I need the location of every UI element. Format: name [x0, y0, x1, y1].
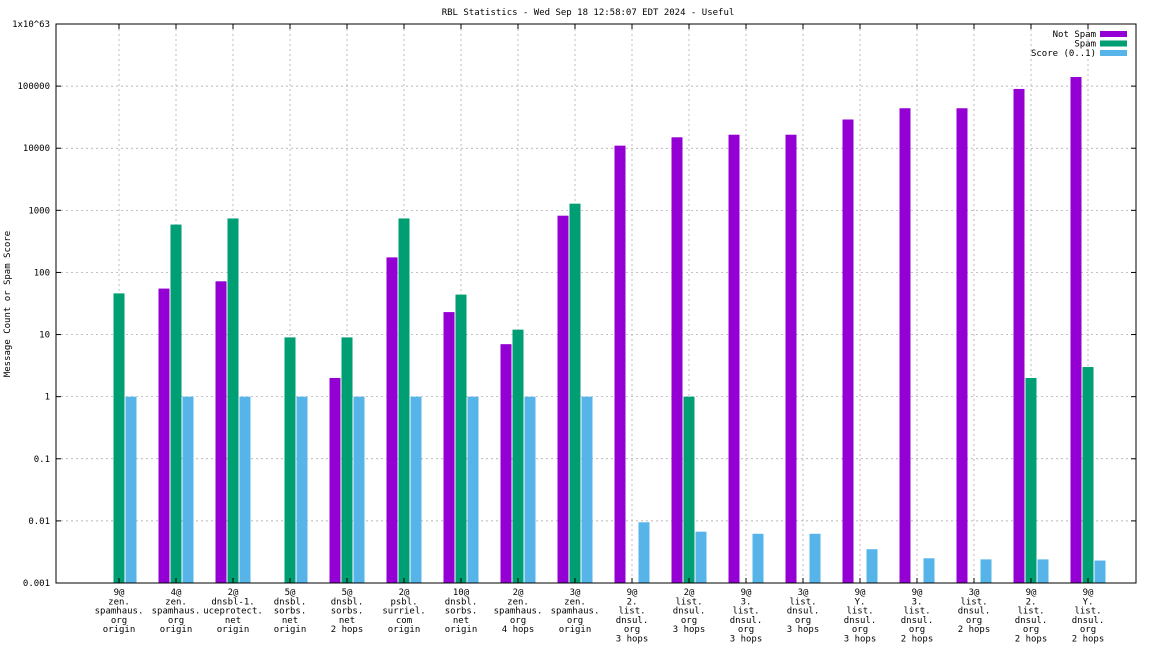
x-tick-label: 3@ list. dnsul. org 2 hops: [958, 588, 991, 635]
bar-not-spam: [1013, 88, 1025, 584]
legend-swatch: [1100, 40, 1127, 47]
bar-spam: [683, 396, 695, 583]
legend-label: Score (0..1): [1031, 49, 1096, 59]
bar-score-0-1: [638, 522, 650, 583]
bar-not-spam: [557, 215, 569, 583]
x-tick-label: 9@ 3. list. dnsul. org 2 hops: [901, 588, 934, 645]
bar-spam: [512, 329, 524, 583]
bar-score-0-1: [353, 396, 365, 583]
x-tick-label: 9@ Y. list. dnsul. org 2 hops: [1072, 588, 1105, 645]
bar-spam: [455, 294, 467, 583]
bar-not-spam: [785, 134, 797, 583]
bar-spam: [398, 218, 410, 583]
bar-score-0-1: [182, 396, 194, 583]
y-tick-label: 10000: [23, 144, 50, 154]
bar-score-0-1: [980, 559, 992, 583]
x-tick-label: 2@ psbl. surriel. com origin: [382, 588, 425, 635]
bar-not-spam: [728, 134, 740, 583]
bar-not-spam: [215, 281, 227, 583]
bar-score-0-1: [1094, 560, 1106, 583]
bar-score-0-1: [410, 396, 422, 583]
bar-not-spam: [158, 288, 170, 583]
x-tick-label: 3@ list. dnsul. org 3 hops: [787, 588, 820, 635]
bar-score-0-1: [581, 396, 593, 583]
bar-spam: [1082, 367, 1094, 583]
bar-score-0-1: [239, 396, 251, 583]
bar-not-spam: [671, 137, 683, 583]
legend-label: Spam: [1074, 40, 1096, 50]
bars: [113, 77, 1106, 584]
bar-spam: [284, 337, 296, 583]
bar-spam: [1025, 377, 1037, 583]
x-tick-label: 9@ zen. spamhaus. org origin: [95, 588, 144, 635]
legend-swatch: [1100, 31, 1127, 37]
bar-not-spam: [443, 312, 455, 583]
bar-spam: [341, 337, 353, 583]
bar-score-0-1: [866, 549, 878, 583]
bar-not-spam: [614, 145, 626, 583]
bar-score-0-1: [296, 396, 308, 583]
bar-score-0-1: [1037, 559, 1049, 583]
bar-not-spam: [956, 108, 968, 584]
x-tick-label: 9@ 2. list. dnsul. org 2 hops: [1015, 588, 1048, 645]
bar-spam: [170, 224, 182, 583]
y-tick-labels: 0.001 0.01 0.1 1 10 100 1000 10000 100000 1x10^63: [12, 20, 1136, 589]
bar-score-0-1: [809, 533, 821, 583]
bar-score-0-1: [125, 396, 137, 583]
chart-title: RBL Statistics - Wed Sep 18 12:58:07 EDT…: [442, 8, 735, 18]
plot-border: [55, 23, 1137, 584]
y-tick-label: 100: [34, 268, 50, 278]
bar-spam: [227, 218, 239, 583]
x-tick-label: 9@ Y. list. dnsul. org 3 hops: [844, 588, 877, 645]
bar-not-spam: [842, 119, 854, 583]
x-tick-label: 3@ zen. spamhaus. org origin: [551, 588, 600, 635]
x-tick-label: 5@ dnsbl. sorbs. net 2 hops: [331, 588, 364, 635]
bar-score-0-1: [467, 396, 479, 583]
x-tick-label: 2@ zen. spamhaus. org 4 hops: [494, 588, 543, 635]
bar-score-0-1: [524, 396, 536, 583]
x-tick-label: 9@ 2. list. dnsul. org 3 hops: [616, 588, 649, 645]
bar-score-0-1: [752, 533, 764, 583]
y-tick-label: 1: [45, 393, 50, 403]
bar-spam: [569, 203, 581, 583]
legend-label: Not Spam: [1053, 30, 1096, 40]
y-tick-label: 0.1: [34, 455, 50, 465]
bar-not-spam: [329, 377, 341, 583]
bar-not-spam: [1070, 77, 1082, 583]
bar-score-0-1: [923, 558, 935, 583]
y-axis-label: Message Count or Spam Score: [3, 231, 13, 377]
y-tick-label: 100000: [17, 82, 50, 92]
legend-swatch: [1100, 50, 1127, 56]
y-tick-label: 1000: [28, 206, 50, 216]
x-tick-label: 2@ dnsbl-1. uceprotect. net origin: [203, 588, 263, 635]
y-tick-label: 0.01: [28, 517, 50, 527]
bar-spam: [113, 293, 125, 583]
x-tick-label: 10@ dnsbl. sorbs. net origin: [445, 588, 478, 635]
x-tick-label: 2@ list. dnsul. org 3 hops: [673, 588, 706, 635]
bar-score-0-1: [695, 531, 707, 583]
y-tick-label: 0.001: [23, 579, 50, 589]
x-tick-label: 4@ zen. spamhaus. org origin: [152, 588, 201, 635]
bar-not-spam: [386, 257, 398, 583]
bar-not-spam: [899, 108, 911, 584]
x-tick-label: 5@ dnsbl. sorbs. net origin: [274, 588, 307, 635]
y-tick-label: 1x10^63: [12, 20, 50, 30]
x-tick-label: 9@ 3. list. dnsul. org 3 hops: [730, 588, 763, 645]
bar-not-spam: [500, 344, 512, 583]
y-tick-label: 10: [39, 331, 50, 341]
